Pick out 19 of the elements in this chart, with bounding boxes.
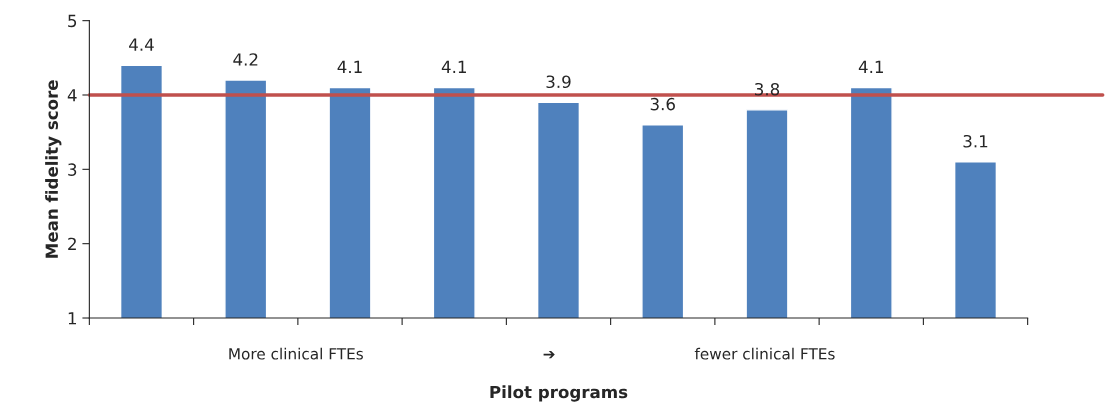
- data-label: 3.9: [546, 75, 571, 89]
- x-axis-title: Pilot programs: [490, 385, 628, 402]
- text: More clinical FTEs: [229, 347, 363, 360]
- text: fewer clinical FTEs: [694, 347, 835, 360]
- y-tick-label: 4: [67, 89, 77, 102]
- data-label: 3.1: [963, 134, 988, 148]
- data-label: 4.1: [337, 60, 362, 73]
- y-tick-label: 2: [68, 237, 76, 250]
- data-label: 3.6: [650, 97, 675, 111]
- text: ➔: [543, 350, 555, 359]
- y-axis-title: Mean fidelity score: [45, 80, 62, 258]
- data-label: 3.8: [755, 82, 780, 96]
- y-tick-label: 5: [68, 14, 77, 28]
- data-label: 4.1: [441, 60, 466, 73]
- y-tick-label: 1: [68, 312, 77, 325]
- data-label: 4.4: [129, 38, 154, 51]
- data-label: 4.2: [233, 53, 258, 66]
- data-label: 4.1: [858, 60, 883, 73]
- y-tick-label: 3: [68, 163, 77, 176]
